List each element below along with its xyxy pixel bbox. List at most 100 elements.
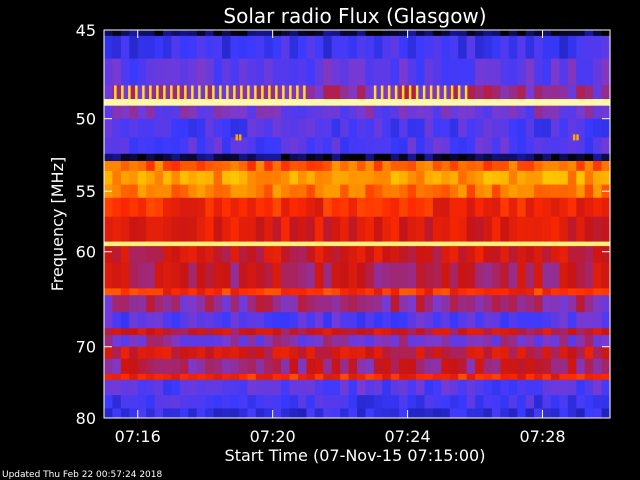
frequency-band xyxy=(104,99,611,107)
burst-mark xyxy=(436,85,440,100)
heatmap-cell xyxy=(154,58,164,86)
heatmap-cell xyxy=(255,295,265,313)
heatmap-cell xyxy=(179,30,189,37)
heatmap-cell xyxy=(314,241,324,247)
heatmap-cell xyxy=(399,408,409,419)
burst-mark xyxy=(149,85,152,100)
heatmap-cell xyxy=(491,35,501,60)
heatmap-cell xyxy=(567,30,577,37)
heatmap-cell xyxy=(205,35,215,60)
heatmap-cell xyxy=(112,358,122,375)
heatmap-cell xyxy=(593,184,603,199)
heatmap-cell xyxy=(373,408,383,419)
heatmap-cell xyxy=(550,288,560,296)
heatmap-cell xyxy=(559,161,569,172)
heatmap-cell xyxy=(373,99,383,107)
heatmap-cell xyxy=(483,241,493,247)
heatmap-cell xyxy=(264,373,274,381)
heatmap-cell xyxy=(247,241,257,247)
heatmap-cell xyxy=(399,395,409,409)
heatmap-cell xyxy=(475,118,485,138)
heatmap-cell xyxy=(188,170,198,185)
heatmap-cell xyxy=(104,99,114,107)
heatmap-cell xyxy=(120,373,130,381)
heatmap-cell xyxy=(154,241,164,247)
heatmap-cell xyxy=(593,373,603,381)
heatmap-cell xyxy=(534,328,544,336)
heatmap-cell xyxy=(491,358,501,375)
heatmap-cell xyxy=(534,197,544,218)
heatmap-cell xyxy=(331,295,341,313)
burst-mark xyxy=(457,85,461,100)
heatmap-cell xyxy=(281,30,291,37)
heatmap-cell xyxy=(137,153,147,162)
heatmap-cell xyxy=(550,346,560,360)
heatmap-cell xyxy=(390,35,400,60)
heatmap-cell xyxy=(416,395,426,409)
heatmap-cell xyxy=(357,379,367,396)
heatmap-cell xyxy=(525,35,535,60)
heatmap-cell xyxy=(390,241,400,247)
heatmap-cell xyxy=(297,85,307,100)
heatmap-cell xyxy=(255,35,265,60)
heatmap-cell xyxy=(112,30,122,37)
heatmap-cell xyxy=(129,288,139,296)
heatmap-cell xyxy=(264,184,274,199)
heatmap-cell xyxy=(255,328,265,336)
heatmap-cell xyxy=(171,58,181,86)
heatmap-cell xyxy=(593,288,603,296)
heatmap-cell xyxy=(238,105,248,120)
heatmap-cell xyxy=(475,30,485,37)
heatmap-cell xyxy=(340,105,350,120)
heatmap-cell xyxy=(508,216,518,242)
heatmap-cell xyxy=(188,118,198,138)
heatmap-cell xyxy=(171,288,181,296)
heatmap-cell xyxy=(449,197,459,218)
heatmap-cell xyxy=(154,137,164,155)
heatmap-cell xyxy=(491,58,501,86)
heatmap-cell xyxy=(432,30,442,37)
heatmap-cell xyxy=(399,99,409,107)
burst-mark xyxy=(177,85,180,100)
heatmap-cell xyxy=(264,358,274,375)
heatmap-cell xyxy=(525,379,535,396)
heatmap-cell xyxy=(475,346,485,360)
heatmap-cell xyxy=(357,408,367,419)
heatmap-cell xyxy=(331,216,341,242)
heatmap-cell xyxy=(416,216,426,242)
heatmap-cell xyxy=(348,161,358,172)
heatmap-cell xyxy=(593,216,603,242)
heatmap-cell xyxy=(205,241,215,247)
heatmap-cell xyxy=(230,58,240,86)
heatmap-cell xyxy=(104,379,114,396)
heatmap-cell xyxy=(222,379,232,396)
heatmap-cell xyxy=(188,395,198,409)
heatmap-cell xyxy=(323,197,333,218)
heatmap-cell xyxy=(238,85,248,100)
heatmap-cell xyxy=(188,328,198,336)
heatmap-cell xyxy=(373,153,383,162)
heatmap-cell xyxy=(163,328,173,336)
heatmap-cell xyxy=(171,241,181,247)
heatmap-cell xyxy=(340,153,350,162)
heatmap-cell xyxy=(373,358,383,375)
heatmap-cell xyxy=(154,35,164,60)
heatmap-cell xyxy=(449,312,459,329)
heatmap-cell xyxy=(154,373,164,381)
heatmap-cell xyxy=(449,58,459,86)
heatmap-cell xyxy=(230,35,240,60)
heatmap-cell xyxy=(230,153,240,162)
heatmap-cell xyxy=(163,85,173,100)
heatmap-cell xyxy=(238,328,248,336)
heatmap-cell xyxy=(534,170,544,185)
heatmap-cell xyxy=(483,335,493,348)
heatmap-cell xyxy=(264,408,274,419)
heatmap-cell xyxy=(517,262,527,289)
heatmap-cell xyxy=(601,379,611,396)
heatmap-cell xyxy=(281,137,291,155)
heatmap-cell xyxy=(179,241,189,247)
heatmap-cell xyxy=(112,262,122,289)
heatmap-cell xyxy=(112,295,122,313)
heatmap-cell xyxy=(137,170,147,185)
heatmap-cell xyxy=(390,118,400,138)
